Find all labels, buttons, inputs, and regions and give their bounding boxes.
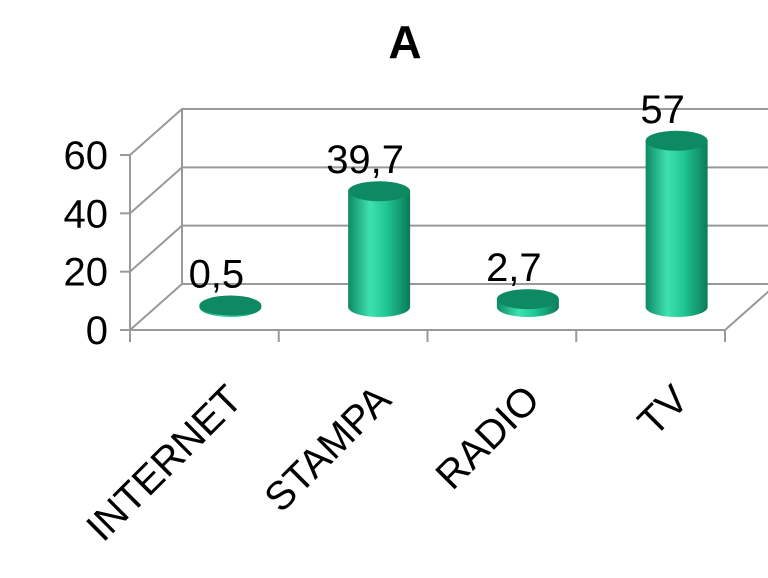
y-tick-label-3: 60 [64, 134, 109, 178]
category-label-tv: TV [630, 377, 697, 444]
bar-tv [645, 130, 708, 317]
y-tick-label-0: 0 [86, 309, 108, 353]
bar-radio [496, 289, 559, 317]
data-label-radio: 2,7 [486, 246, 542, 290]
category-label-radio: RADIO [428, 377, 549, 498]
y-axis: 0 20 40 60 [64, 109, 726, 353]
bar-top [645, 130, 708, 151]
data-label-stampa: 39,7 [326, 138, 404, 182]
data-labels-layer: 0,5 39,7 2,7 57 [189, 88, 685, 297]
y-tick-label-2: 40 [64, 192, 109, 236]
chart-title: A [388, 16, 421, 68]
floor-right-edge [724, 290, 768, 331]
bar-stampa [348, 181, 411, 317]
category-label-internet: INTERNET [78, 377, 251, 550]
bar-top [496, 289, 559, 310]
bars-layer [199, 130, 708, 317]
category-label-stampa: STAMPA [256, 377, 399, 520]
data-label-internet: 0,5 [189, 253, 245, 297]
bar-internet [199, 295, 262, 317]
bar-top [348, 181, 411, 202]
bar-top [199, 295, 262, 316]
bar-body [348, 191, 411, 317]
bar-body [645, 140, 708, 317]
data-label-tv: 57 [640, 88, 685, 132]
y-tick-label-1: 20 [64, 251, 109, 295]
x-axis-labels: INTERNET STAMPA RADIO TV [78, 377, 697, 550]
